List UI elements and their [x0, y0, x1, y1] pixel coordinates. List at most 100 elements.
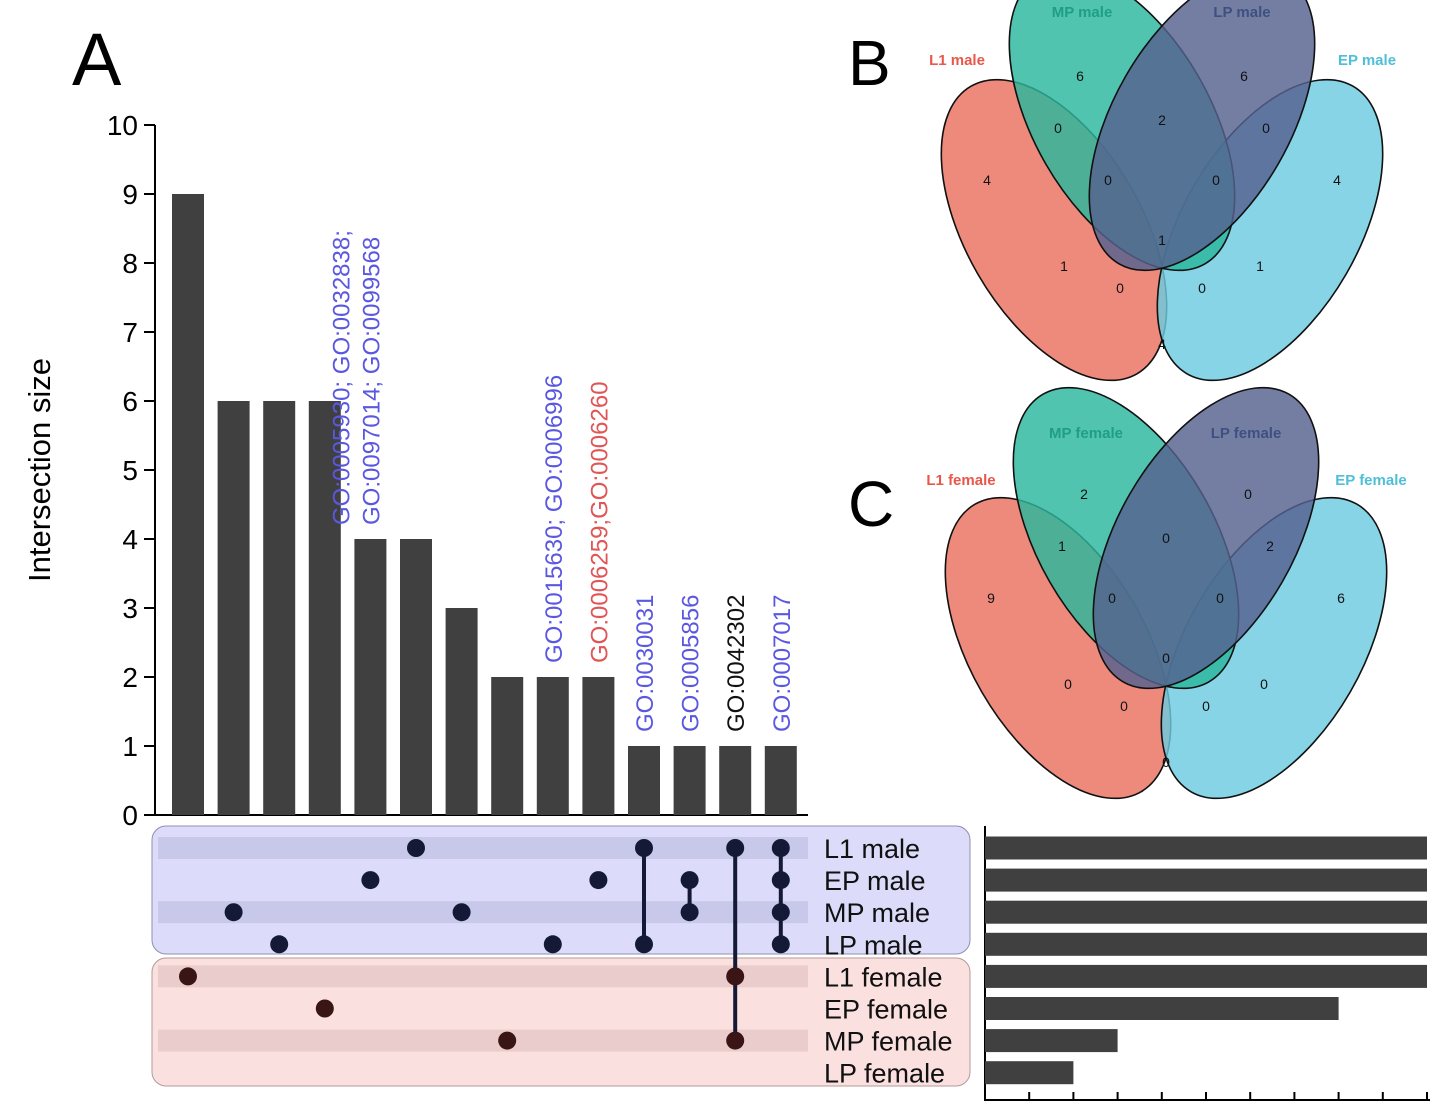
venn-region-count: 0 [1244, 486, 1252, 502]
go-term-annotation: GO:0005856 [678, 595, 705, 732]
y-tick-label: 6 [122, 386, 138, 417]
set-size-bar [985, 868, 1427, 892]
venn-region-count: 9 [987, 590, 995, 606]
set-membership-dot [315, 999, 334, 1018]
set-membership-dot [179, 967, 197, 986]
venn-region-count: 0 [1216, 590, 1224, 606]
set-membership-dot [771, 871, 790, 890]
matrix-backgrounds [151, 825, 971, 1087]
set-label: MP male [824, 898, 930, 928]
go-term-annotation: GO:0015630; GO:0006996 [541, 375, 568, 663]
set-size-bar [985, 1061, 1074, 1085]
set-membership-dot [680, 871, 699, 890]
intersection-bar [673, 746, 706, 815]
intersection-bar [719, 746, 752, 815]
set-size-bar [985, 900, 1427, 924]
venn-region-count: 0 [1162, 650, 1170, 666]
set-membership-dot [771, 903, 790, 922]
set-size-bar [985, 932, 1427, 956]
intersection-bar [491, 677, 524, 815]
intersection-bar [217, 401, 250, 815]
panel-label-c: C [848, 468, 894, 540]
set-membership-dot [635, 839, 653, 857]
set-label: MP female [824, 1027, 953, 1057]
female-set-box [151, 957, 971, 1087]
venn-region-count: 0 [1116, 280, 1124, 296]
set-size-chart [984, 826, 1430, 1101]
go-term-annotation: GO:0005930; GO:0032838; [328, 230, 355, 525]
set-membership-dot [589, 871, 608, 890]
venn-region-count: 6 [1076, 68, 1084, 84]
venn-set-title: MP male [1052, 4, 1113, 21]
intersection-bar [764, 746, 797, 815]
venn-set-title: LP male [1213, 4, 1270, 21]
y-axis-label: Intersection size [22, 358, 57, 582]
set-label: L1 male [824, 834, 920, 864]
venn-region-count: 0 [1260, 676, 1268, 692]
venn-region-count: 4 [983, 172, 991, 188]
venn-region-count: 0 [1162, 754, 1170, 770]
venn-region-count: 6 [1337, 590, 1345, 606]
intersection-bar [172, 194, 204, 815]
y-tick-label: 7 [122, 317, 138, 348]
intersection-bar [582, 677, 615, 815]
panel-label-a: A [72, 18, 122, 101]
set-membership-dot [270, 935, 289, 954]
set-size-bar [985, 1029, 1118, 1053]
intersection-bar-chart: Intersection size 0 1 2 3 4 5 6 7 8 9 10 GO:000593… [22, 110, 808, 831]
y-tick-label: 5 [122, 455, 138, 486]
set-membership-dot [498, 1031, 517, 1050]
venn-region-count: 0 [1104, 172, 1112, 188]
set-membership-dot [635, 935, 653, 954]
intersection-bar [354, 539, 387, 815]
set-size-bar [985, 964, 1427, 988]
set-size-bar [985, 997, 1339, 1020]
set-membership-dot [407, 839, 425, 857]
venn-region-count: 0 [1262, 120, 1270, 136]
y-tick-label: 8 [122, 248, 138, 279]
y-tick-label: 0 [122, 800, 138, 831]
matrix-row-stripe [158, 901, 808, 924]
matrix-row-stripe [158, 965, 808, 988]
intersection-bar [536, 677, 569, 815]
venn-region-count: 1 [1256, 258, 1264, 274]
venn-ellipse [1088, 0, 1316, 272]
venn-set-title: MP female [1049, 425, 1123, 442]
set-membership-dot [224, 903, 243, 922]
set-label: LP female [824, 1059, 945, 1089]
intersection-bar [628, 746, 660, 815]
y-tick-label: 9 [122, 179, 138, 210]
venn-ellipse [1092, 386, 1320, 690]
go-term-annotation: GO:0042302 [723, 595, 750, 732]
venn-region-count: 1 [1060, 258, 1068, 274]
venn-region-count: 1 [1158, 232, 1166, 248]
venn-region-count: 2 [1080, 486, 1088, 502]
venn-region-count: 6 [1240, 68, 1248, 84]
go-term-annotation: GO:0030031 [632, 595, 659, 732]
set-membership-dot [726, 1031, 745, 1050]
venn-male: L1 male MP male LP male EP male 4 6 6 4 0 2 0 0 0 1 1 1… [929, 0, 1396, 382]
venn-region-count: 0 [1162, 530, 1170, 546]
y-tick-label: 1 [122, 731, 138, 762]
go-term-annotation: GO:0097014; GO:0099568 [358, 237, 385, 525]
venn-region-count: 2 [1158, 112, 1166, 128]
venn-set-title: EP female [1335, 472, 1406, 489]
set-membership-dot [543, 935, 562, 954]
set-label: L1 female [824, 962, 943, 992]
venn-set-title: LP female [1211, 425, 1282, 442]
set-label: EP female [824, 995, 948, 1025]
venn-region-count: 0 [1108, 590, 1116, 606]
venn-region-count: 0 [1054, 120, 1062, 136]
set-membership-dot [771, 935, 790, 954]
y-tick-label: 2 [122, 662, 138, 693]
venn-region-count: 4 [1158, 336, 1166, 352]
venn-region-count: 4 [1333, 172, 1341, 188]
venn-region-count: 1 [1058, 538, 1066, 554]
y-tick-label: 10 [107, 110, 138, 141]
set-membership-dot [726, 967, 745, 986]
set-label: EP male [824, 866, 926, 896]
venn-region-count: 0 [1064, 676, 1072, 692]
set-membership-dot [452, 903, 471, 922]
set-membership-dot [771, 839, 790, 857]
